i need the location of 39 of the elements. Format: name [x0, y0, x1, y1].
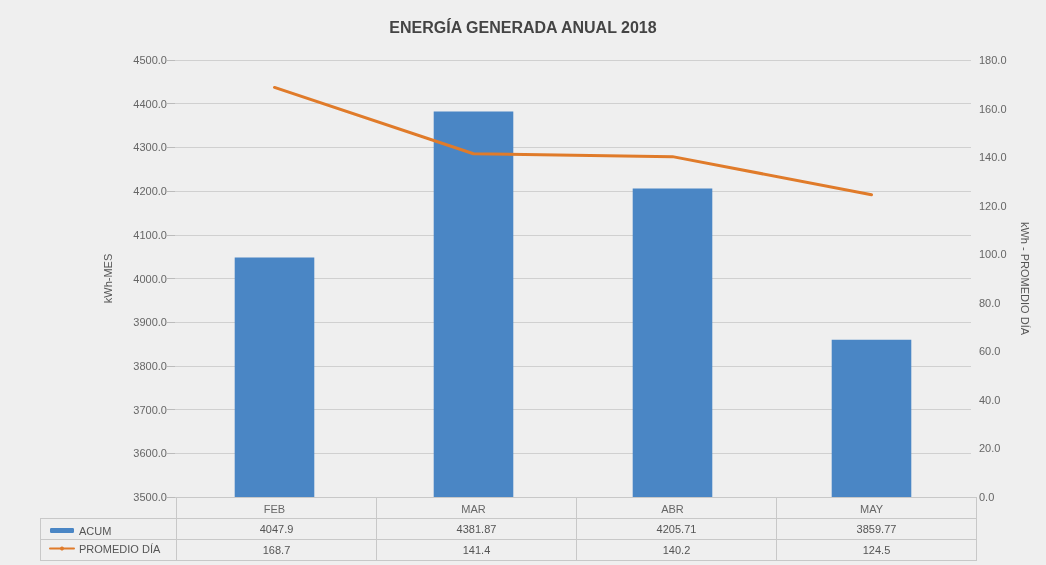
- y2-tick-label: 160.0: [979, 102, 1007, 115]
- data-label: 3859.77: [776, 518, 977, 540]
- line-series: [273, 85, 873, 197]
- y-tick-label: 4400.0: [133, 97, 167, 110]
- y2-tick-label: 40.0: [979, 393, 1001, 406]
- y-tick-label: 3700.0: [133, 403, 167, 416]
- data-label: 4205.71: [576, 518, 777, 540]
- y2-tick-label: 60.0: [979, 345, 1001, 358]
- y-axis-title: kWh-MES: [101, 253, 114, 304]
- y2-tick-label: 140.0: [979, 151, 1007, 164]
- y2-tick-label: 80.0: [979, 296, 1001, 309]
- x-tick-label: MAY: [859, 502, 884, 515]
- y2-tick-label: 0.0: [979, 491, 995, 503]
- data-label: 168.7: [176, 539, 377, 561]
- data-label: 4381.87: [376, 518, 577, 540]
- y-tick-label: 3800.0: [133, 359, 167, 372]
- x-tick-label: ABR: [661, 502, 684, 515]
- x-tick-label: FEB: [263, 502, 286, 515]
- x-tick-label: MAR: [461, 502, 486, 515]
- y2-tick-label: 20.0: [979, 442, 1001, 455]
- y2-tick-label: 100.0: [979, 248, 1007, 261]
- data-label: 140.2: [576, 539, 777, 561]
- y2-axis-title: kWh - PROMEDIO DÍA: [1018, 221, 1031, 336]
- y-tick-label: 4300.0: [133, 141, 167, 154]
- y2-tick-label: 180.0: [979, 54, 1007, 66]
- y-tick-label: 4000.0: [133, 272, 167, 285]
- data-label: 141.4: [376, 539, 577, 561]
- chart-title: ENERGÍA GENERADA ANUAL 2018: [389, 17, 657, 36]
- y-tick-label: 4100.0: [133, 228, 167, 241]
- y-tick-label: 4200.0: [133, 185, 167, 198]
- legend-label: ACUM: [79, 524, 112, 537]
- y2-tick-label: 120.0: [979, 199, 1007, 212]
- y-tick-label: 4500.0: [133, 54, 167, 66]
- y-tick-label: 3600.0: [133, 447, 167, 460]
- data-label: 4047.9: [176, 518, 377, 540]
- y-tick-label: 3500.0: [133, 491, 167, 503]
- legend-label: PROMEDIO DÍA: [79, 542, 161, 555]
- y-tick-label: 3900.0: [133, 316, 167, 329]
- data-label: 124.5: [776, 539, 977, 561]
